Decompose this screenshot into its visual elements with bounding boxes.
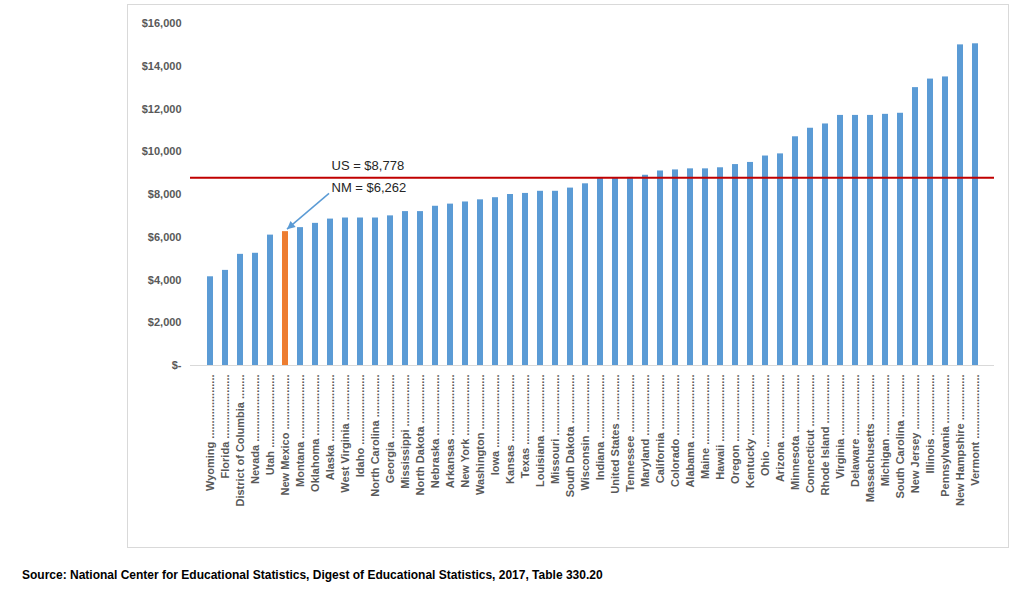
svg-text:Hawaii ......................: Hawaii ...................... bbox=[714, 375, 726, 480]
svg-text:United States ...............: United States ............... bbox=[609, 375, 621, 494]
svg-text:New York ....................: New York .................... bbox=[459, 375, 471, 488]
svg-text:$12,000: $12,000 bbox=[142, 103, 182, 115]
svg-text:US = $8,778: US = $8,778 bbox=[332, 158, 405, 173]
svg-text:Tennessee ...................: Tennessee ................... bbox=[624, 375, 636, 492]
svg-text:Colorado ....................: Colorado .................... bbox=[669, 375, 681, 487]
svg-text:Delaware ....................: Delaware .................... bbox=[849, 375, 861, 488]
svg-text:Indiana .....................: Indiana ..................... bbox=[594, 375, 606, 481]
svg-text:Virginia ....................: Virginia .................... bbox=[834, 375, 846, 479]
svg-text:South Dakota ................: South Dakota ................ bbox=[564, 375, 576, 498]
svg-text:Mississippi .................: Mississippi ................. bbox=[399, 375, 411, 489]
svg-text:Oregon ......................: Oregon ...................... bbox=[729, 375, 741, 484]
svg-text:Minnesota ...................: Minnesota ................... bbox=[789, 375, 801, 491]
svg-text:Kentucky ....................: Kentucky .................... bbox=[744, 375, 756, 489]
svg-text:Illinois ....................: Illinois .................... bbox=[924, 375, 936, 474]
svg-text:Ohio ........................: Ohio ........................ bbox=[759, 375, 771, 476]
svg-text:Rhode Island ................: Rhode Island ................ bbox=[819, 375, 831, 496]
svg-text:Maryland ....................: Maryland .................... bbox=[639, 375, 651, 487]
svg-text:Alabama .....................: Alabama ..................... bbox=[684, 375, 696, 488]
svg-text:Georgia .....................: Georgia ..................... bbox=[384, 375, 396, 484]
svg-text:Michigan ....................: Michigan .................... bbox=[879, 375, 891, 487]
svg-text:Arkansas ....................: Arkansas .................... bbox=[444, 375, 456, 489]
svg-text:California ..................: California .................. bbox=[654, 375, 666, 484]
svg-text:Nevada ......................: Nevada ...................... bbox=[249, 375, 261, 484]
svg-text:Alaska ......................: Alaska ...................... bbox=[324, 375, 336, 481]
svg-text:Vermont .....................: Vermont ..................... bbox=[969, 375, 981, 486]
svg-text:Connecticut .................: Connecticut ................. bbox=[804, 375, 816, 494]
svg-text:Maine .......................: Maine ....................... bbox=[699, 375, 711, 480]
html-text:Source: National Center for Ed: Source: National Center for Educational … bbox=[22, 568, 603, 582]
svg-text:West Virginia ...............: West Virginia ............... bbox=[339, 375, 351, 493]
svg-text:New Hampshire ...............: New Hampshire ............... bbox=[954, 375, 966, 506]
svg-text:Kansas ......................: Kansas ...................... bbox=[504, 375, 516, 484]
svg-text:South Carolina ..............: South Carolina .............. bbox=[894, 375, 906, 499]
svg-text:$10,000: $10,000 bbox=[142, 145, 182, 157]
svg-text:New Jersey ..................: New Jersey .................. bbox=[909, 375, 921, 494]
svg-text:$2,000: $2,000 bbox=[148, 316, 182, 328]
svg-text:Utah ........................: Utah ........................ bbox=[264, 375, 276, 476]
svg-text:Wyoming .....................: Wyoming ..................... bbox=[204, 375, 216, 492]
svg-text:$14,000: $14,000 bbox=[142, 60, 182, 72]
svg-text:$4,000: $4,000 bbox=[148, 274, 182, 286]
svg-text:Louisiana ...................: Louisiana ................... bbox=[534, 375, 546, 487]
svg-text:Iowa ........................: Iowa ........................ bbox=[489, 375, 501, 476]
svg-text:$-: $- bbox=[172, 359, 182, 371]
svg-text:Idaho .......................: Idaho ....................... bbox=[354, 375, 366, 478]
svg-text:Massachusetts ...............: Massachusetts ............... bbox=[864, 375, 876, 503]
svg-text:Texas .......................: Texas ....................... bbox=[519, 375, 531, 479]
svg-text:Wisconsin ...................: Wisconsin ................... bbox=[579, 375, 591, 491]
svg-text:Oklahoma ....................: Oklahoma .................... bbox=[309, 375, 321, 492]
svg-text:Missouri ....................: Missouri .................... bbox=[549, 375, 561, 484]
svg-text:District of Columbia ........: District of Columbia ........ bbox=[234, 375, 246, 507]
svg-text:Florida .....................: Florida ..................... bbox=[219, 375, 231, 479]
svg-text:NM = $6,262: NM = $6,262 bbox=[332, 180, 407, 195]
svg-text:Pennsylvania ................: Pennsylvania ................ bbox=[939, 375, 951, 497]
svg-text:$6,000: $6,000 bbox=[148, 231, 182, 243]
svg-text:$8,000: $8,000 bbox=[148, 188, 182, 200]
svg-text:Washington ..................: Washington .................. bbox=[474, 375, 486, 496]
svg-text:$16,000: $16,000 bbox=[142, 17, 182, 29]
svg-text:North Dakota ................: North Dakota ................ bbox=[414, 375, 426, 496]
svg-text:North Carolina ..............: North Carolina .............. bbox=[369, 375, 381, 497]
svg-text:Arizona .....................: Arizona ..................... bbox=[774, 375, 786, 483]
svg-text:New Mexico ..................: New Mexico .................. bbox=[279, 375, 291, 496]
svg-text:Montana .....................: Montana ..................... bbox=[294, 375, 306, 487]
svg-text:Nebraska ....................: Nebraska .................... bbox=[429, 375, 441, 489]
